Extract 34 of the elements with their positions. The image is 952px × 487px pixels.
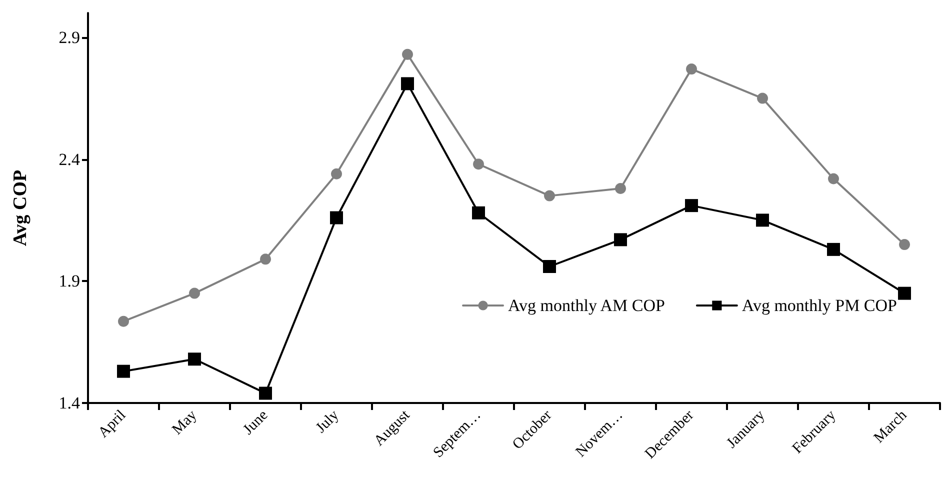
x-tick-label: June [240, 407, 272, 438]
x-tick-label: July [313, 406, 343, 436]
point [685, 199, 698, 212]
point [473, 158, 484, 170]
y-tick-label: 2.4 [58, 150, 80, 169]
point [898, 286, 911, 300]
point [330, 211, 343, 224]
point [543, 260, 556, 273]
point [260, 254, 271, 265]
point [614, 233, 627, 246]
legend-label: Avg monthly PM COP [742, 296, 898, 315]
point [827, 242, 840, 256]
point [117, 364, 130, 378]
point [757, 92, 768, 104]
y-tick-label: 1.4 [58, 394, 80, 412]
point [686, 64, 697, 75]
y-tick-label: 1.9 [58, 272, 80, 291]
point [118, 316, 129, 327]
y-tick-label: 2.9 [58, 28, 80, 47]
point [402, 48, 413, 60]
point [899, 239, 910, 250]
legend-label: Avg monthly AM COP [508, 296, 665, 315]
point [472, 206, 485, 220]
point [615, 183, 626, 194]
x-tick-label: May [169, 406, 201, 438]
point [189, 288, 200, 299]
point [331, 168, 342, 180]
point [401, 77, 414, 90]
y-axis-title: Avg COP [10, 170, 31, 246]
point [828, 173, 839, 184]
point [544, 190, 555, 202]
point [188, 352, 201, 366]
point [259, 386, 272, 400]
point [756, 214, 769, 227]
